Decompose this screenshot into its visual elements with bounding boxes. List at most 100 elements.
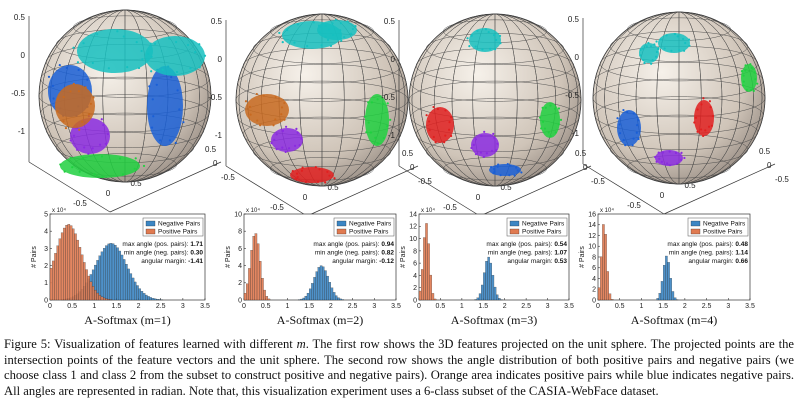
cluster-point [470, 146, 473, 150]
cluster-point [182, 121, 185, 124]
cluster-point [316, 180, 320, 183]
histogram-bar [116, 247, 119, 301]
histogram-bar [602, 224, 605, 301]
cluster-point [52, 97, 55, 100]
sphere-tick-label: 0.5 [384, 17, 396, 26]
cluster-point [198, 66, 201, 69]
x-tick-label: 3.5 [200, 303, 210, 310]
cluster-point [683, 156, 686, 160]
histogram-bar [656, 298, 659, 301]
cluster-point [480, 134, 483, 137]
cluster-point [83, 146, 86, 149]
histogram-panel: x 10⁴ # Pairs 0 1 2 3 4 5 0 0.5 1 1.5 2 2.5 3 3.5 Negati… [31, 207, 210, 327]
sphere-tick-label: -0.5 [208, 93, 222, 102]
histogram-bar [421, 269, 424, 301]
cluster-point [710, 124, 714, 127]
histogram-bar [306, 292, 310, 301]
cluster-point [275, 133, 278, 136]
histogram-bar [138, 288, 141, 301]
sphere-axis-y [306, 165, 419, 217]
cluster-point [449, 116, 453, 119]
cluster-blob [290, 167, 334, 183]
cluster-point [376, 142, 379, 145]
stat-line: angular margin: 0.66 [688, 258, 748, 265]
x-tick-label: 1.5 [304, 303, 314, 310]
cluster-point [547, 131, 550, 134]
cluster-point [284, 150, 287, 154]
cluster-point [57, 98, 60, 101]
cluster-point [487, 30, 490, 34]
cluster-point [490, 149, 494, 152]
cluster-point [637, 137, 640, 141]
y-tick-label: 2 [413, 285, 417, 292]
cluster-point [637, 119, 640, 122]
cluster-point [549, 135, 552, 138]
stat-value: 0.30 [190, 250, 203, 257]
x-tick-label: 0 [596, 303, 600, 310]
histogram-bar [315, 271, 318, 301]
cluster-point [541, 106, 544, 109]
sphere-tick-label: -0.5 [11, 89, 25, 98]
cluster-point [326, 38, 330, 42]
sphere-tick-label: -0.5 [73, 199, 87, 208]
cluster-point [538, 116, 542, 119]
histogram-bar [489, 262, 492, 301]
cluster-point [293, 144, 297, 147]
stat-value: 0.53 [554, 258, 567, 265]
cluster-point [444, 109, 447, 112]
histogram-bar [114, 245, 117, 301]
cluster-point [343, 36, 346, 39]
cluster-point [381, 102, 385, 105]
cluster-point [559, 118, 563, 121]
cluster-point [295, 172, 299, 175]
stat-label: angular margin: [688, 258, 735, 265]
sphere-plot: 0.50-0.5-1-0.500.50.50-0.5 [11, 9, 235, 213]
histogram-bar [60, 232, 64, 301]
cluster-point [374, 136, 377, 139]
cluster-point [76, 61, 80, 64]
sphere-tick-label: -0.5 [443, 203, 457, 212]
histogram-bar [431, 293, 435, 301]
cluster-point [553, 107, 557, 110]
cluster-point [76, 148, 79, 151]
histogram-bar [103, 248, 106, 301]
cluster-point [702, 134, 705, 138]
histogram-bar [658, 293, 662, 301]
histogram-series [243, 233, 271, 301]
cluster-point [616, 117, 619, 120]
sphere-longitude [238, 13, 406, 187]
x-tick-label: 1.5 [112, 303, 122, 310]
cluster-point [742, 80, 745, 83]
cluster-point [281, 146, 284, 149]
cluster-point [296, 175, 299, 179]
cluster-point [170, 76, 173, 79]
cluster-point [101, 175, 104, 178]
cluster-point [135, 40, 138, 44]
cluster-blob [271, 128, 303, 152]
sphere-tick-label: -0.5 [627, 201, 641, 210]
cluster-point [77, 90, 81, 93]
sphere-tick-label: 0.5 [14, 13, 26, 22]
cluster-point [654, 55, 658, 58]
sphere-tick-label: 0 [583, 163, 588, 172]
feature-cluster [654, 150, 686, 167]
cluster-point [295, 178, 298, 181]
cluster-point [481, 48, 484, 51]
histogram-bar [72, 228, 75, 301]
cluster-blob [741, 64, 757, 92]
cluster-point [137, 66, 141, 70]
figure-caption: Figure 5: Visualization of features lear… [4, 337, 794, 399]
stat-line: min angle (neg. pairs): 1.14 [669, 250, 749, 257]
cluster-point [639, 54, 642, 57]
cluster-point [69, 156, 72, 159]
cluster-point [680, 158, 683, 161]
cluster-point [557, 123, 560, 126]
caption-label: Figure 5: [4, 337, 51, 351]
histogram-bar [663, 265, 666, 301]
histogram-bar [94, 289, 97, 301]
cluster-point [329, 44, 333, 47]
cluster-point [632, 112, 635, 115]
legend-swatch [145, 220, 156, 227]
histogram-bar [328, 282, 331, 301]
histogram-bar [246, 283, 249, 301]
